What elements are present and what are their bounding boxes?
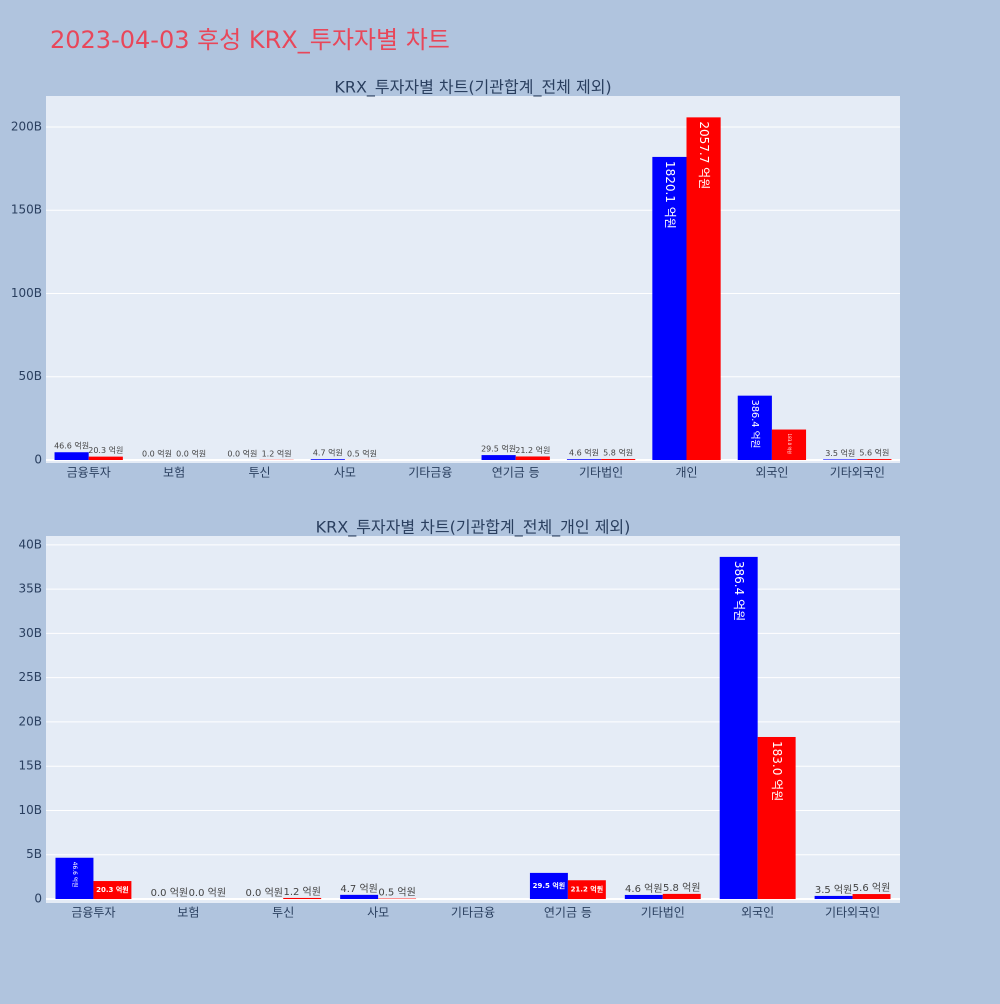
data-label: 46.6 억원 bbox=[71, 862, 79, 888]
y-tick-label: 25B bbox=[18, 670, 42, 684]
x-tick-label: 외국인 bbox=[755, 466, 788, 480]
data-label: 0.0 억원 bbox=[246, 887, 283, 899]
x-tick-label: 보험 bbox=[177, 906, 199, 920]
data-label: 0.0 억원 bbox=[189, 887, 226, 899]
y-tick-label: 50B bbox=[18, 369, 42, 383]
y-tick-label: 0 bbox=[34, 453, 42, 467]
data-label: 1820.1 억원 bbox=[663, 161, 677, 229]
data-label: 5.8 억원 bbox=[603, 448, 633, 458]
data-label: 4.7 억원 bbox=[340, 883, 377, 895]
data-label: 183.0 억원 bbox=[787, 434, 793, 455]
bar bbox=[567, 459, 601, 460]
data-label: 1.2 억원 bbox=[283, 886, 320, 898]
y-tick-label: 200B bbox=[11, 119, 42, 133]
x-tick-label: 투신 bbox=[272, 906, 294, 920]
y-tick-label: 40B bbox=[18, 537, 42, 551]
bar bbox=[853, 894, 891, 899]
bar bbox=[311, 459, 345, 460]
data-label: 21.2 억원 bbox=[515, 445, 550, 455]
x-tick-label: 금융투자 bbox=[71, 906, 115, 920]
y-tick-label: 10B bbox=[18, 803, 42, 817]
bar bbox=[482, 455, 516, 460]
data-label: 5.6 억원 bbox=[859, 448, 889, 458]
y-tick-label: 0 bbox=[34, 892, 42, 906]
chart-title: KRX_투자자별 차트(기관합계_전체 제외) bbox=[334, 78, 611, 98]
x-tick-label: 투신 bbox=[248, 466, 270, 480]
data-label: 0.5 억원 bbox=[347, 448, 377, 458]
x-tick-label: 사모 bbox=[367, 906, 389, 920]
y-tick-label: 100B bbox=[11, 286, 42, 300]
x-tick-label: 기타금융 bbox=[451, 906, 495, 920]
data-label: 0.0 억원 bbox=[142, 449, 172, 459]
data-label: 0.0 억원 bbox=[227, 449, 257, 459]
x-tick-label: 기타외국인 bbox=[825, 906, 880, 920]
plot-area bbox=[46, 96, 900, 463]
data-label: 2057.7 억원 bbox=[697, 121, 711, 189]
data-label: 3.5 억원 bbox=[825, 448, 855, 458]
data-label: 20.3 억원 bbox=[96, 885, 129, 894]
y-tick-label: 5B bbox=[26, 847, 42, 861]
data-label: 0.0 억원 bbox=[151, 887, 188, 899]
bar bbox=[89, 457, 123, 460]
data-label: 4.6 억원 bbox=[625, 883, 662, 895]
data-label: 5.6 억원 bbox=[853, 882, 890, 894]
bar bbox=[283, 898, 321, 899]
bar bbox=[516, 456, 550, 460]
y-tick-label: 150B bbox=[11, 203, 42, 217]
data-label: 183.0 억원 bbox=[770, 741, 784, 801]
data-label: 46.6 억원 bbox=[54, 441, 89, 451]
x-tick-label: 개인 bbox=[675, 466, 697, 480]
bar bbox=[663, 894, 701, 899]
chart-title: KRX_투자자별 차트(기관합계_전체_개인 제외) bbox=[316, 518, 631, 538]
x-tick-label: 연기금 등 bbox=[492, 466, 540, 480]
x-tick-label: 사모 bbox=[334, 466, 356, 480]
data-label: 5.8 억원 bbox=[663, 882, 700, 894]
bar bbox=[823, 459, 857, 460]
data-label: 29.5 억원 bbox=[481, 444, 516, 454]
x-tick-label: 보험 bbox=[163, 466, 185, 480]
data-label: 0.0 억원 bbox=[176, 449, 206, 459]
data-label: 3.5 억원 bbox=[815, 884, 852, 896]
x-tick-label: 외국인 bbox=[741, 906, 774, 920]
x-tick-label: 기타금융 bbox=[408, 466, 452, 480]
y-tick-label: 30B bbox=[18, 626, 42, 640]
data-label: 386.4 억원 bbox=[749, 400, 761, 449]
x-tick-label: 기타법인 bbox=[579, 466, 623, 480]
x-tick-label: 연기금 등 bbox=[544, 906, 592, 920]
bar bbox=[625, 895, 663, 899]
data-label: 4.6 억원 bbox=[569, 448, 599, 458]
bar bbox=[340, 895, 378, 899]
page-title: 2023-04-03 후성 KRX_투자자별 차트 bbox=[50, 26, 450, 54]
y-tick-label: 35B bbox=[18, 582, 42, 596]
x-tick-label: 금융투자 bbox=[67, 466, 111, 480]
data-label: 0.5 억원 bbox=[378, 887, 415, 899]
bar bbox=[857, 459, 891, 460]
data-label: 1.2 억원 bbox=[262, 448, 292, 458]
bar bbox=[601, 459, 635, 460]
data-label: 29.5 억원 bbox=[533, 881, 566, 890]
x-tick-label: 기타외국인 bbox=[830, 466, 885, 480]
y-tick-label: 20B bbox=[18, 714, 42, 728]
bar bbox=[815, 896, 853, 899]
data-label: 386.4 억원 bbox=[732, 561, 746, 621]
x-tick-label: 기타법인 bbox=[641, 906, 685, 920]
data-label: 4.7 억원 bbox=[313, 448, 343, 458]
y-tick-label: 15B bbox=[18, 759, 42, 773]
data-label: 20.3 억원 bbox=[88, 445, 123, 455]
data-label: 21.2 억원 bbox=[571, 885, 604, 894]
bar bbox=[55, 452, 89, 460]
